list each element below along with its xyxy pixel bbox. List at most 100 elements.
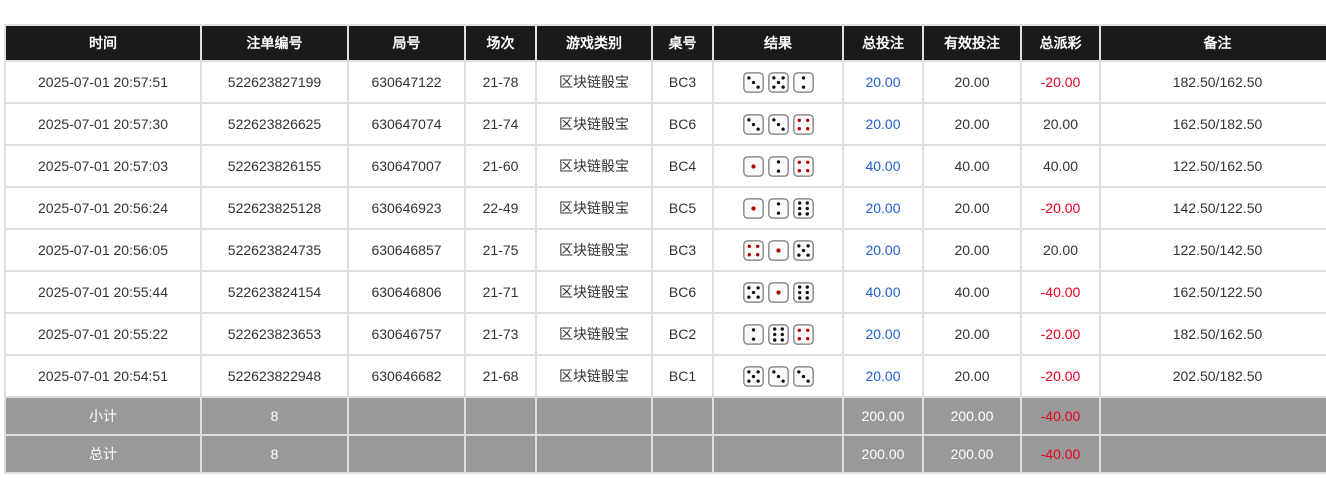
empty-cell [535, 396, 653, 436]
subtotal-row: 小计 8 200.00 200.00 -40.00 [4, 396, 1326, 436]
table-row: 2025-07-01 20:54:51 522623822948 630646682… [4, 354, 1326, 398]
cell-table-no: BC1 [651, 354, 714, 398]
dice-1-icon [742, 155, 764, 177]
cell-time: 2025-07-01 20:55:44 [4, 270, 202, 314]
table-row: 2025-07-01 20:55:22 522623823653 630646757… [4, 312, 1326, 356]
cell-bet-no: 522623823653 [200, 312, 349, 356]
dice-6-icon [767, 323, 789, 345]
cell-payout: 40.00 [1020, 144, 1101, 188]
dice-4-icon [792, 155, 814, 177]
header-note: 备注 [1099, 24, 1326, 62]
cell-table-no: BC6 [651, 102, 714, 146]
summary-count: 8 [200, 396, 349, 436]
cell-valid-bet: 40.00 [922, 270, 1022, 314]
cell-game-type: 区块链骰宝 [535, 228, 653, 272]
cell-game-type: 区块链骰宝 [535, 312, 653, 356]
header-table-no: 桌号 [651, 24, 714, 62]
cell-payout: 20.00 [1020, 102, 1101, 146]
header-round: 局号 [347, 24, 466, 62]
cell-note: 162.50/122.50 [1099, 270, 1326, 314]
summary-valid-bet: 200.00 [922, 396, 1022, 436]
cell-time: 2025-07-01 20:57:03 [4, 144, 202, 188]
cell-table-no: BC6 [651, 270, 714, 314]
dice-4-icon [792, 113, 814, 135]
cell-total-bet: 20.00 [842, 102, 924, 146]
empty-cell [651, 396, 714, 436]
empty-cell [651, 434, 714, 474]
dice-4-icon [742, 239, 764, 261]
dice-1-icon [742, 197, 764, 219]
dice-6-icon [792, 281, 814, 303]
cell-result [712, 186, 844, 230]
cell-round: 630646806 [347, 270, 466, 314]
bet-records-table: 时间 注单编号 局号 场次 游戏类别 桌号 结果 总投注 有效投注 总派彩 备注 2025-07-0… [4, 24, 1326, 474]
cell-time: 2025-07-01 20:55:22 [4, 312, 202, 356]
header-total-payout: 总派彩 [1020, 24, 1101, 62]
cell-note: 182.50/162.50 [1099, 312, 1326, 356]
cell-round: 630646923 [347, 186, 466, 230]
dice-6-icon [792, 197, 814, 219]
header-result: 结果 [712, 24, 844, 62]
cell-table-no: BC5 [651, 186, 714, 230]
cell-valid-bet: 20.00 [922, 186, 1022, 230]
dice-2-icon [767, 155, 789, 177]
empty-cell [464, 396, 537, 436]
cell-bet-no: 522623824735 [200, 228, 349, 272]
summary-payout: -40.00 [1020, 396, 1101, 436]
total-row: 总计 8 200.00 200.00 -40.00 [4, 434, 1326, 474]
cell-table-no: BC3 [651, 60, 714, 104]
cell-note: 202.50/182.50 [1099, 354, 1326, 398]
cell-total-bet: 20.00 [842, 228, 924, 272]
dice-5-icon [742, 281, 764, 303]
dice-5-icon [767, 71, 789, 93]
dice-3-icon [792, 365, 814, 387]
empty-cell [712, 434, 844, 474]
cell-round: 630647007 [347, 144, 466, 188]
dice-5-icon [742, 365, 764, 387]
cell-valid-bet: 40.00 [922, 144, 1022, 188]
cell-valid-bet: 20.00 [922, 102, 1022, 146]
cell-note: 122.50/162.50 [1099, 144, 1326, 188]
dice-1-icon [767, 281, 789, 303]
cell-result [712, 60, 844, 104]
dice-3-icon [767, 365, 789, 387]
dice-4-icon [792, 323, 814, 345]
cell-result [712, 354, 844, 398]
cell-payout: -40.00 [1020, 270, 1101, 314]
cell-game-type: 区块链骰宝 [535, 144, 653, 188]
cell-table-no: BC2 [651, 312, 714, 356]
cell-game-type: 区块链骰宝 [535, 102, 653, 146]
header-total-bet: 总投注 [842, 24, 924, 62]
empty-cell [347, 434, 466, 474]
cell-payout: 20.00 [1020, 228, 1101, 272]
cell-time: 2025-07-01 20:56:24 [4, 186, 202, 230]
cell-total-bet: 20.00 [842, 312, 924, 356]
cell-valid-bet: 20.00 [922, 60, 1022, 104]
dice-3-icon [742, 71, 764, 93]
table-row: 2025-07-01 20:56:05 522623824735 630646857… [4, 228, 1326, 272]
cell-note: 162.50/182.50 [1099, 102, 1326, 146]
header-time: 时间 [4, 24, 202, 62]
dice-2-icon [767, 197, 789, 219]
cell-session: 22-49 [464, 186, 537, 230]
cell-time: 2025-07-01 20:57:51 [4, 60, 202, 104]
cell-session: 21-68 [464, 354, 537, 398]
cell-result [712, 228, 844, 272]
cell-result [712, 144, 844, 188]
dice-2-icon [792, 71, 814, 93]
cell-bet-no: 522623825128 [200, 186, 349, 230]
cell-round: 630646682 [347, 354, 466, 398]
table-row: 2025-07-01 20:57:51 522623827199 630647122… [4, 60, 1326, 104]
cell-bet-no: 522623826625 [200, 102, 349, 146]
summary-valid-bet: 200.00 [922, 434, 1022, 474]
header-session: 场次 [464, 24, 537, 62]
cell-bet-no: 522623824154 [200, 270, 349, 314]
cell-time: 2025-07-01 20:56:05 [4, 228, 202, 272]
summary-label: 小计 [4, 396, 202, 436]
cell-valid-bet: 20.00 [922, 354, 1022, 398]
cell-game-type: 区块链骰宝 [535, 186, 653, 230]
cell-table-no: BC4 [651, 144, 714, 188]
table-row: 2025-07-01 20:55:44 522623824154 630646806… [4, 270, 1326, 314]
cell-payout: -20.00 [1020, 186, 1101, 230]
cell-session: 21-60 [464, 144, 537, 188]
